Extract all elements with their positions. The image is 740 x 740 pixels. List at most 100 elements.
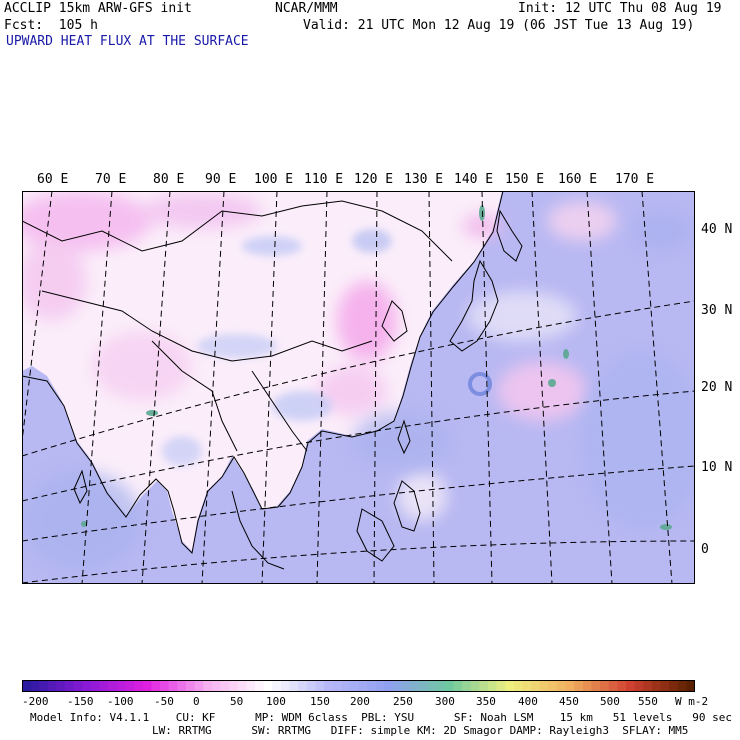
heat-flux-map xyxy=(22,191,695,584)
colorbar-cell xyxy=(617,680,627,692)
colorbar-cell xyxy=(548,680,558,692)
colorbar xyxy=(22,680,695,692)
lat-label: 30 N xyxy=(701,303,733,318)
lat-label: 40 N xyxy=(701,222,733,237)
colorbar-cell xyxy=(220,680,230,692)
lat-lon-grid xyxy=(22,191,695,584)
colorbar-cell xyxy=(608,680,618,692)
colorbar-label: 500 xyxy=(600,695,620,708)
colorbar-cell xyxy=(349,680,360,692)
lon-label: 160 E xyxy=(558,172,598,187)
lon-label: 110 E xyxy=(304,172,344,187)
colorbar-cell xyxy=(401,680,411,692)
colorbar-label: 350 xyxy=(476,695,496,708)
colorbar-cell xyxy=(168,680,178,692)
deep-blue-zone xyxy=(582,351,695,531)
map-frame xyxy=(22,191,695,584)
lat-label: 20 N xyxy=(701,380,733,395)
blue-patch xyxy=(272,391,332,421)
colorbar-cell xyxy=(643,680,653,692)
colorbar-cell xyxy=(229,680,239,692)
high-flux-spot xyxy=(146,410,158,416)
init-time: Init: 12 UTC Thu 08 Aug 19 xyxy=(518,1,722,16)
colorbar-cell xyxy=(453,680,463,692)
pacific-pink-zone xyxy=(462,214,502,238)
colorbar-cell xyxy=(479,680,489,692)
colorbar-cell xyxy=(73,680,83,692)
lon-label: 120 E xyxy=(354,172,394,187)
colorbar-cell xyxy=(99,680,109,692)
colorbar-cell xyxy=(513,680,524,692)
colorbar-cell xyxy=(574,680,584,692)
colorbar-cell xyxy=(298,680,308,692)
colorbar-cell xyxy=(82,680,92,692)
colorbar-cell xyxy=(686,680,695,692)
lon-label: 60 E xyxy=(37,172,69,187)
colorbar-cell xyxy=(496,680,506,692)
colorbar-cell xyxy=(625,680,636,692)
colorbar-cell xyxy=(142,680,153,692)
lon-label: 70 E xyxy=(95,172,127,187)
colorbar-cell xyxy=(591,680,601,692)
high-flux-spot xyxy=(479,205,485,221)
colorbar-cell xyxy=(194,680,204,692)
model-info-line1: Model Info: V4.1.1 CU: KF MP: WDM 6class… xyxy=(30,711,732,724)
colorbar-cell xyxy=(367,680,377,692)
colorbar-cell xyxy=(47,680,58,692)
colorbar-cell xyxy=(470,680,480,692)
colorbar-cell xyxy=(116,680,127,692)
colorbar-cell xyxy=(410,680,420,692)
model-info-line2: LW: RRTMG SW: RRTMG DIFF: simple KM: 2D … xyxy=(152,724,689,737)
colorbar-cell xyxy=(39,680,49,692)
colorbar-cell xyxy=(669,680,679,692)
colorbar-label: -100 xyxy=(107,695,134,708)
colorbar-label: 300 xyxy=(435,695,455,708)
colorbar-cell xyxy=(289,680,299,692)
colorbar-cell xyxy=(358,680,368,692)
lon-label: 170 E xyxy=(615,172,655,187)
colorbar-label: 400 xyxy=(518,695,538,708)
lon-label: 140 E xyxy=(454,172,494,187)
lat-label: 0 xyxy=(701,542,709,557)
colorbar-cell xyxy=(677,680,687,692)
pink-zone xyxy=(142,193,262,229)
colorbar-cell xyxy=(315,680,325,692)
lat-label: 10 N xyxy=(701,460,733,475)
colorbar-cell xyxy=(539,680,549,692)
colorbar-cell xyxy=(323,680,334,692)
lon-label: 150 E xyxy=(505,172,545,187)
colorbar-cell xyxy=(565,680,575,692)
high-flux-spot xyxy=(563,349,569,359)
colorbar-cell xyxy=(556,680,567,692)
colorbar-cell xyxy=(246,680,256,692)
colorbar-cell xyxy=(444,680,455,692)
deep-blue-zone xyxy=(22,471,142,571)
colorbar-cell xyxy=(160,680,170,692)
colorbar-cell xyxy=(418,680,429,692)
colorbar-cell xyxy=(211,680,222,692)
blue-patch xyxy=(197,334,277,358)
pink-zone xyxy=(22,241,87,321)
colorbar-cell xyxy=(660,680,670,692)
colorbar-cell xyxy=(341,680,351,692)
colorbar-label: 450 xyxy=(559,695,579,708)
colorbar-cell xyxy=(30,680,40,692)
colorbar-cell xyxy=(91,680,101,692)
high-flux-spot xyxy=(660,524,672,530)
lon-label: 130 E xyxy=(404,172,444,187)
colorbar-units: W m-2 xyxy=(675,695,709,708)
colorbar-cell xyxy=(306,680,316,692)
colorbar-cell xyxy=(254,680,265,692)
colorbar-label: -200 xyxy=(22,695,49,708)
colorbar-cell xyxy=(263,680,273,692)
colorbar-cell xyxy=(125,680,135,692)
colorbar-cell xyxy=(600,680,610,692)
high-flux-spot xyxy=(81,521,87,527)
deep-blue-zone xyxy=(352,411,452,471)
colorbar-frame xyxy=(22,680,695,692)
colorbar-cell xyxy=(582,680,593,692)
typhoon-ring xyxy=(468,372,492,396)
pacific-pink-zone xyxy=(547,201,617,241)
colorbar-cell xyxy=(522,680,532,692)
colorbar-label: 100 xyxy=(266,695,286,708)
